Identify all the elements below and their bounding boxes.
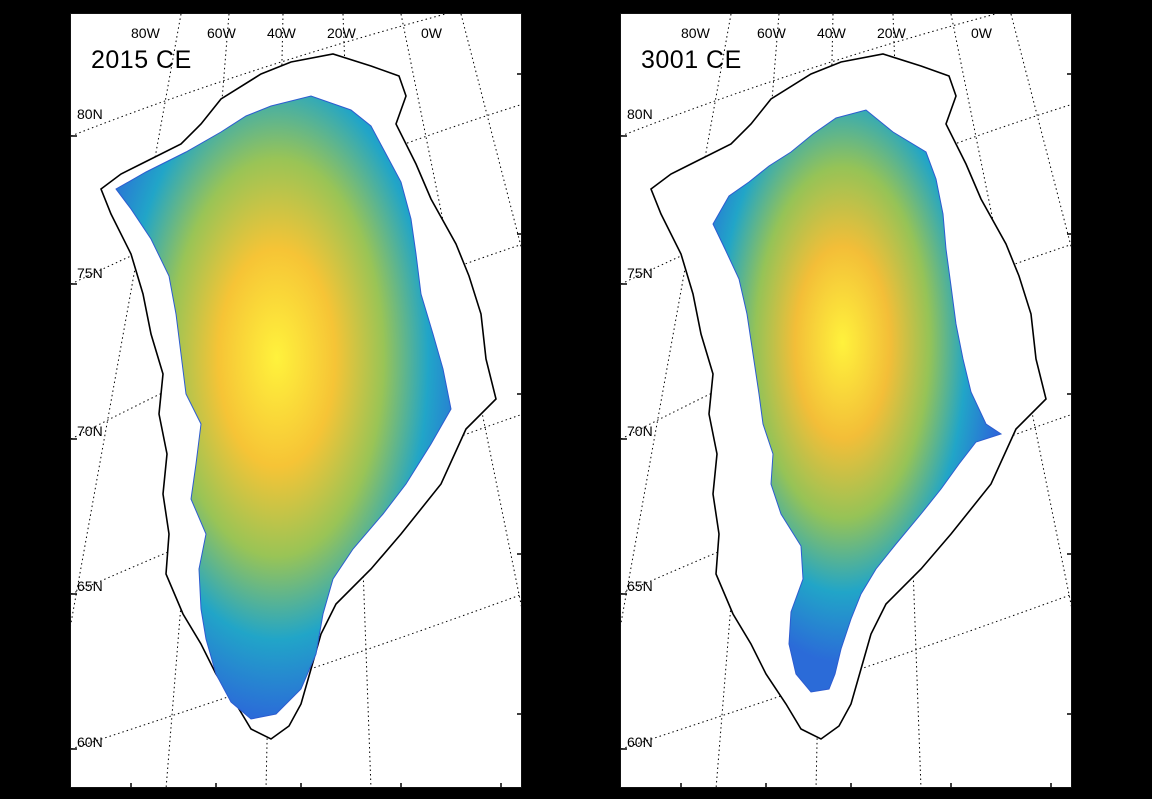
lat-label-75n: 75N	[627, 265, 653, 281]
lat-label-80n: 80N	[77, 106, 103, 122]
lon-label-60w: 60W	[757, 25, 786, 41]
lat-label-60n: 60N	[627, 734, 653, 750]
lon-label-40w: 40W	[267, 25, 296, 41]
ice-sheet-2015	[115, 95, 452, 720]
lat-label-60n: 60N	[77, 734, 103, 750]
lon-label-80w: 80W	[131, 25, 160, 41]
map-canvas-3001	[621, 14, 1071, 787]
lon-label-80w: 80W	[681, 25, 710, 41]
panel-title-3001: 3001 CE	[641, 46, 742, 74]
ice-sheet-3001	[712, 109, 1003, 693]
map-panel-2015: 2015 CE 80N 75N 70N 65N 60N 80W 60W 40W …	[70, 13, 522, 788]
frame-ticks-3001	[621, 73, 1071, 787]
lat-label-65n: 65N	[627, 578, 653, 594]
lat-label-75n: 75N	[77, 265, 103, 281]
lon-label-60w: 60W	[207, 25, 236, 41]
map-panel-3001: 3001 CE 80N 75N 70N 65N 60N 80W 60W 40W …	[620, 13, 1072, 788]
lat-label-80n: 80N	[627, 106, 653, 122]
panel-title-2015: 2015 CE	[91, 46, 192, 74]
lon-label-20w: 20W	[327, 25, 356, 41]
lon-label-40w: 40W	[817, 25, 846, 41]
lat-label-65n: 65N	[77, 578, 103, 594]
lat-label-70n: 70N	[77, 423, 103, 439]
frame-ticks-2015	[71, 73, 521, 787]
lon-label-0w: 0W	[421, 25, 442, 41]
lon-label-0w: 0W	[971, 25, 992, 41]
lat-label-70n: 70N	[627, 423, 653, 439]
lon-label-20w: 20W	[877, 25, 906, 41]
map-canvas-2015	[71, 14, 521, 787]
